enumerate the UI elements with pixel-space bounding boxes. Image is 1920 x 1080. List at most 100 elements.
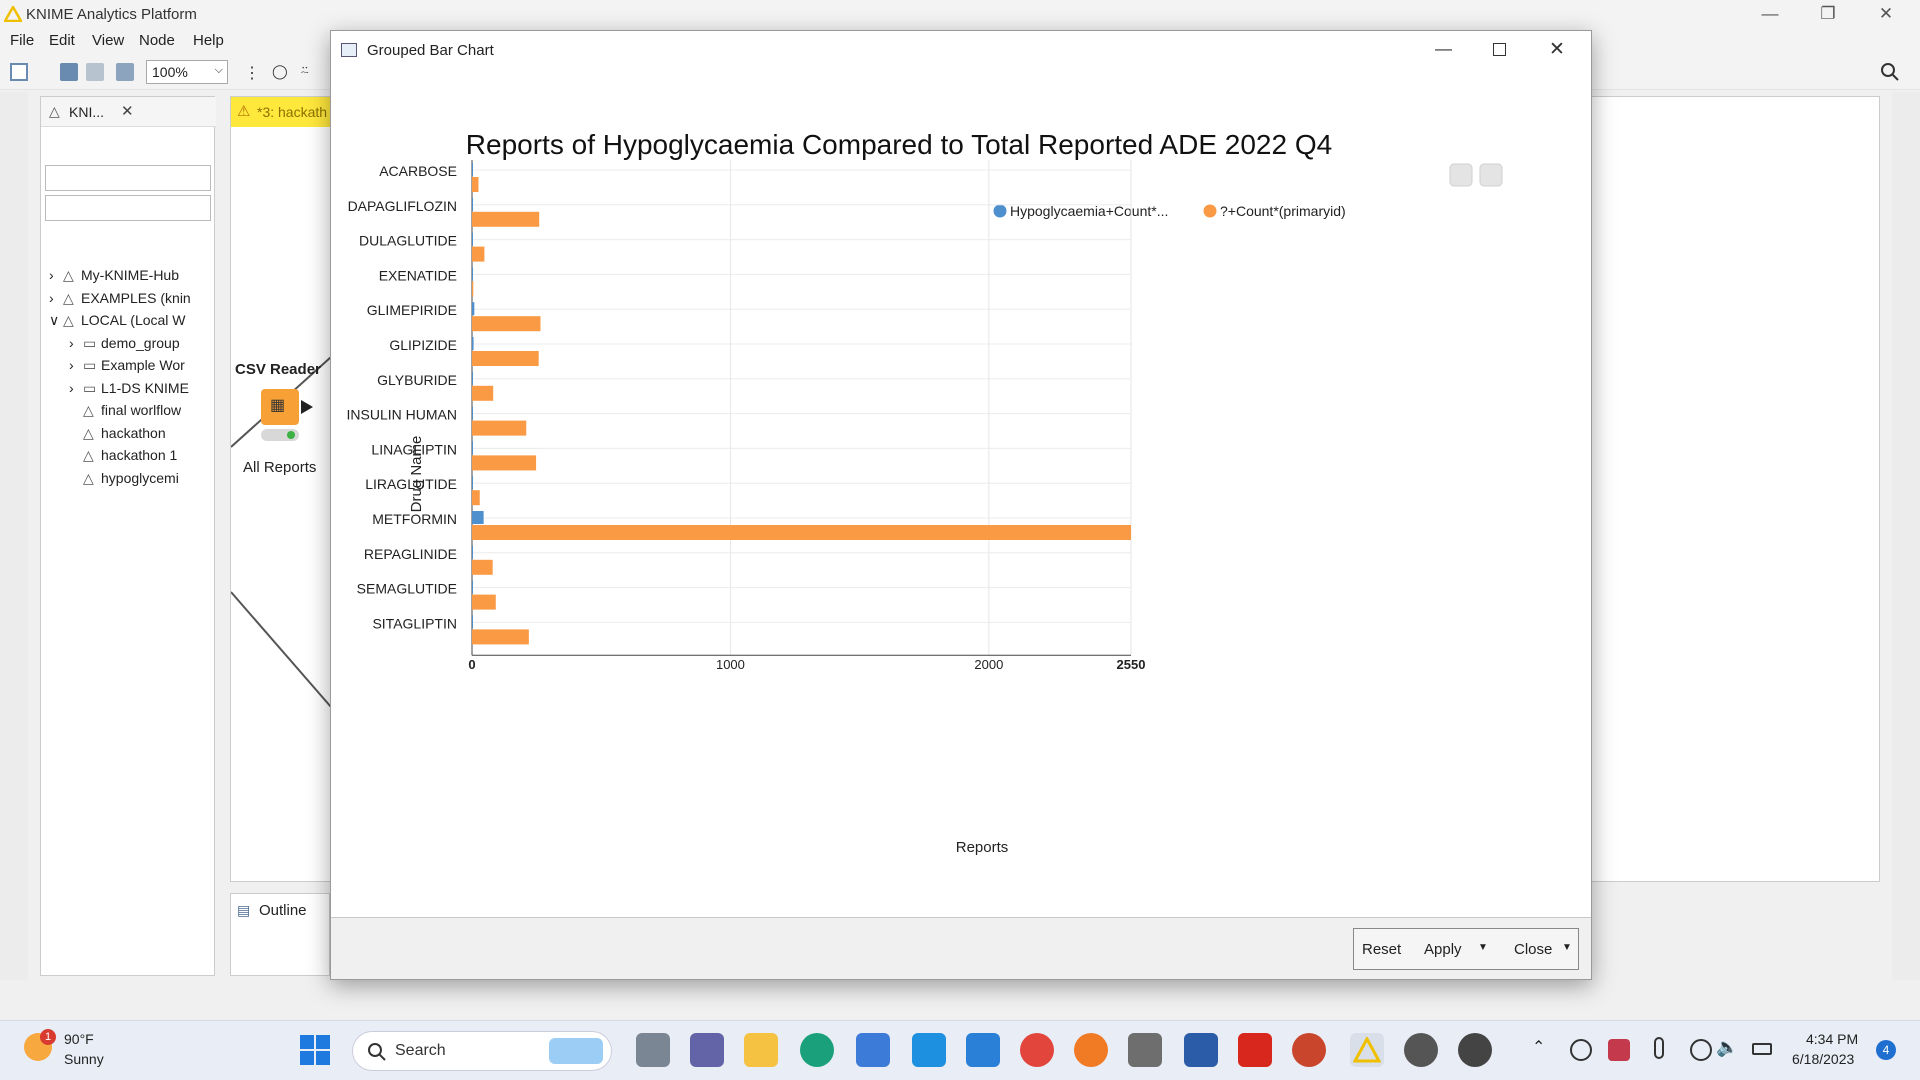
media-player-icon[interactable] bbox=[1458, 1033, 1492, 1067]
edge-icon[interactable] bbox=[800, 1033, 834, 1067]
dropbox-icon[interactable] bbox=[1608, 1039, 1630, 1061]
powerpoint-icon[interactable] bbox=[1292, 1033, 1326, 1067]
bar-hypoglycaemia[interactable] bbox=[472, 580, 473, 594]
minimize-button[interactable]: — bbox=[1761, 4, 1779, 23]
file-explorer-icon[interactable] bbox=[744, 1033, 778, 1067]
bar-total-reports[interactable] bbox=[472, 525, 1131, 540]
search-icon[interactable] bbox=[1880, 62, 1900, 82]
explorer-tab[interactable]: △ KNI... ✕ bbox=[41, 97, 216, 127]
bar-hypoglycaemia[interactable] bbox=[472, 267, 473, 281]
clock-date[interactable]: 6/18/2023 bbox=[1792, 1051, 1855, 1067]
taskbar-search[interactable]: Search bbox=[352, 1031, 612, 1071]
close-dropdown-icon[interactable]: ▼ bbox=[1562, 942, 1572, 953]
expand-chevron-icon[interactable]: › bbox=[69, 334, 74, 351]
clock-time[interactable]: 4:34 PM bbox=[1806, 1031, 1859, 1047]
tree-item[interactable]: › ▭ L1-DS KNIME bbox=[69, 380, 189, 402]
expand-chevron-icon[interactable]: › bbox=[49, 289, 54, 306]
knime-taskbar-icon[interactable] bbox=[1350, 1033, 1384, 1067]
bar-hypoglycaemia[interactable] bbox=[472, 406, 473, 420]
bar-hypoglycaemia[interactable] bbox=[472, 615, 473, 629]
bar-total-reports[interactable] bbox=[472, 351, 539, 366]
dialog-close-button[interactable]: ✕ bbox=[1549, 39, 1565, 60]
menu-view[interactable]: View bbox=[92, 32, 125, 49]
bar-total-reports[interactable] bbox=[472, 246, 485, 262]
filter-input[interactable] bbox=[45, 165, 211, 191]
bar-total-reports[interactable] bbox=[472, 316, 541, 332]
task-view-icon[interactable] bbox=[636, 1033, 670, 1067]
acrobat-icon[interactable] bbox=[1238, 1033, 1272, 1067]
bar-hypoglycaemia[interactable] bbox=[472, 337, 474, 350]
close-button[interactable]: Close bbox=[1514, 941, 1553, 958]
tree-item[interactable]: ∨ △ LOCAL (Local W bbox=[49, 312, 186, 334]
menu-help[interactable]: Help bbox=[193, 32, 224, 49]
volume-icon[interactable]: 🔈 bbox=[1716, 1037, 1739, 1057]
microphone-icon[interactable] bbox=[1654, 1037, 1664, 1059]
bar-hypoglycaemia[interactable] bbox=[472, 197, 474, 211]
bar-total-reports[interactable] bbox=[472, 177, 479, 192]
expand-chevron-icon[interactable]: ∨ bbox=[49, 312, 60, 328]
apply-dropdown-icon[interactable]: ▼ bbox=[1478, 942, 1488, 953]
network-icon[interactable] bbox=[1690, 1039, 1712, 1061]
bar-total-reports[interactable] bbox=[472, 490, 480, 506]
tree-item[interactable]: › ▭ Example Wor bbox=[69, 357, 185, 379]
new-workflow-icon[interactable] bbox=[10, 63, 28, 81]
tree-item[interactable]: △ hackathon bbox=[69, 425, 166, 447]
bar-total-reports[interactable] bbox=[472, 455, 537, 471]
tree-item[interactable]: △ hackathon 1 bbox=[69, 447, 177, 469]
chart-toggle-icon[interactable] bbox=[1449, 163, 1473, 187]
output-port-icon[interactable] bbox=[301, 400, 315, 414]
bar-hypoglycaemia[interactable] bbox=[472, 476, 473, 490]
vscode-icon[interactable] bbox=[912, 1033, 946, 1067]
bar-hypoglycaemia[interactable] bbox=[472, 545, 473, 559]
tree-item[interactable]: › △ EXAMPLES (knin bbox=[49, 290, 191, 312]
bar-hypoglycaemia[interactable] bbox=[472, 302, 475, 316]
csv-reader-node[interactable]: ▦ bbox=[261, 389, 299, 425]
node-tree-icon[interactable]: ⍨ bbox=[300, 63, 310, 80]
obs-icon[interactable] bbox=[1404, 1033, 1438, 1067]
battery-icon[interactable] bbox=[1752, 1043, 1772, 1055]
workflow-tab[interactable]: ⚠ *3: hackath bbox=[231, 97, 341, 127]
tree-item[interactable]: △ hypoglycemi bbox=[69, 470, 179, 492]
save-as-icon[interactable] bbox=[86, 63, 104, 81]
bar-total-reports[interactable] bbox=[472, 211, 540, 227]
app-icon[interactable] bbox=[1128, 1033, 1162, 1067]
chevron-up-icon[interactable]: ⌃ bbox=[1532, 1039, 1546, 1056]
menu-edit[interactable]: Edit bbox=[49, 32, 75, 49]
dialog-minimize-button[interactable]: — bbox=[1435, 39, 1452, 58]
sync-icon[interactable] bbox=[1570, 1039, 1592, 1061]
expand-chevron-icon[interactable]: › bbox=[49, 267, 54, 283]
bar-total-reports[interactable] bbox=[472, 385, 494, 401]
reset-button[interactable]: Reset bbox=[1362, 941, 1402, 958]
restore-button[interactable]: ❐ bbox=[1820, 4, 1836, 23]
execute-icon[interactable]: ◯ bbox=[272, 63, 288, 79]
bar-hypoglycaemia[interactable] bbox=[472, 441, 473, 455]
bar-hypoglycaemia[interactable] bbox=[472, 232, 473, 246]
outline-tab-label[interactable]: Outline bbox=[259, 902, 307, 919]
windows-start-icon[interactable] bbox=[300, 1035, 330, 1065]
path-input[interactable] bbox=[45, 195, 211, 221]
close-icon[interactable]: ✕ bbox=[121, 103, 134, 120]
expand-chevron-icon[interactable]: › bbox=[69, 379, 74, 396]
bar-hypoglycaemia[interactable] bbox=[472, 371, 473, 385]
bar-hypoglycaemia[interactable] bbox=[472, 163, 473, 176]
apply-button[interactable]: Apply bbox=[1424, 941, 1462, 958]
bar-total-reports[interactable] bbox=[472, 594, 496, 610]
chart-legend[interactable]: Hypoglycaemia+Count*... ?+Count*(primary… bbox=[993, 203, 1346, 219]
word-icon[interactable] bbox=[1184, 1033, 1218, 1067]
mail-icon[interactable] bbox=[966, 1033, 1000, 1067]
store-icon[interactable] bbox=[856, 1033, 890, 1067]
teams-icon[interactable] bbox=[690, 1033, 724, 1067]
configure-icon[interactable]: ⋮ bbox=[244, 65, 260, 82]
menu-file[interactable]: File bbox=[10, 32, 35, 49]
expand-chevron-icon[interactable]: › bbox=[69, 357, 74, 373]
save-icon[interactable] bbox=[60, 63, 78, 81]
notification-badge[interactable]: 4 bbox=[1876, 1040, 1896, 1060]
tree-item[interactable]: △ final worlflow bbox=[69, 402, 181, 424]
save-all-icon[interactable] bbox=[116, 63, 134, 81]
chart-menu-icon[interactable] bbox=[1479, 163, 1503, 187]
bar-hypoglycaemia[interactable] bbox=[472, 511, 484, 524]
menu-node[interactable]: Node bbox=[139, 32, 175, 49]
window-close-button[interactable]: ✕ bbox=[1878, 4, 1894, 23]
bar-total-reports[interactable] bbox=[472, 559, 493, 575]
dialog-maximize-button[interactable] bbox=[1493, 43, 1506, 56]
